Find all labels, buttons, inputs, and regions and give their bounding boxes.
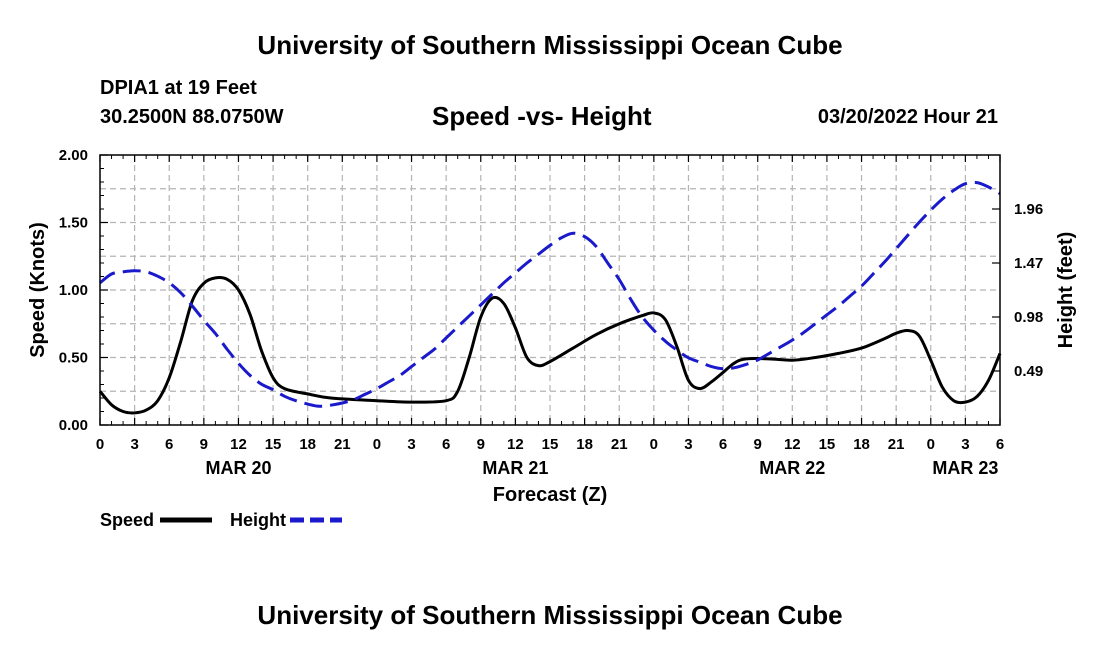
legend-speed-label: Speed — [100, 510, 154, 530]
x-tick-label: 12 — [784, 436, 801, 453]
x-tick-label: 3 — [961, 436, 969, 453]
series-lines — [98, 180, 1002, 415]
axis-ticks — [99, 154, 1001, 426]
chart-subtitle: Speed -vs- Height — [432, 101, 652, 131]
x-tick-label: 15 — [265, 436, 282, 453]
y-left-tick-label: 0.00 — [59, 417, 88, 434]
y-left-tick-label: 1.50 — [59, 215, 88, 232]
x-tick-label: 9 — [477, 436, 485, 453]
x-tick-label: 12 — [507, 436, 524, 453]
y-left-tick-label: 2.00 — [59, 147, 88, 164]
x-tick-label: 0 — [927, 436, 935, 453]
y-left-tick-label: 0.50 — [59, 350, 88, 367]
y-right-tick-label: 0.49 — [1014, 363, 1043, 380]
x-tick-label: 9 — [754, 436, 762, 453]
speed-series-line — [98, 275, 1002, 415]
x-date-label: MAR 22 — [759, 458, 825, 478]
x-date-label: MAR 20 — [205, 458, 271, 478]
y-right-tick-label: 1.96 — [1014, 201, 1043, 218]
x-tick-label: 3 — [684, 436, 692, 453]
station-label: DPIA1 at 19 Feet — [100, 77, 257, 99]
y-right-tick-label: 0.98 — [1014, 309, 1043, 326]
x-tick-label: 0 — [96, 436, 104, 453]
x-tick-label: 3 — [407, 436, 415, 453]
x-axis-title: Forecast (Z) — [493, 484, 607, 506]
x-tick-label: 18 — [299, 436, 316, 453]
x-tick-label: 6 — [165, 436, 173, 453]
x-tick-label: 6 — [996, 436, 1004, 453]
x-date-label: MAR 23 — [932, 458, 998, 478]
legend: Speed Height — [100, 510, 342, 530]
x-tick-label: 6 — [719, 436, 727, 453]
y-right-tick-label: 1.47 — [1014, 255, 1043, 272]
page-title: University of Southern Mississippi Ocean… — [257, 30, 843, 60]
x-tick-label: 15 — [819, 436, 836, 453]
axis-labels: 0 3 6 9 12 15 18 21 0 3 6 9 12 15 18 21 0 3 6 9 12 15 18 21 0 3 6 0… — [27, 147, 1077, 506]
x-tick-label: 12 — [230, 436, 247, 453]
footer-title: University of Southern Mississippi Ocean… — [257, 600, 843, 630]
x-tick-label: 21 — [611, 436, 628, 453]
x-date-label: MAR 21 — [482, 458, 548, 478]
x-tick-label: 3 — [130, 436, 138, 453]
forecast-datetime: 03/20/2022 Hour 21 — [817, 106, 998, 128]
y-right-axis-title: Height (feet) — [1055, 232, 1077, 349]
x-tick-label: 21 — [888, 436, 905, 453]
x-tick-label: 0 — [373, 436, 381, 453]
x-tick-label: 0 — [650, 436, 658, 453]
x-tick-label: 6 — [442, 436, 450, 453]
x-tick-label: 15 — [542, 436, 559, 453]
x-tick-label: 18 — [576, 436, 593, 453]
x-tick-label: 21 — [334, 436, 351, 453]
y-left-tick-label: 1.00 — [59, 282, 88, 299]
height-series-line — [99, 180, 1001, 408]
y-left-axis-title: Speed (Knots) — [27, 222, 49, 358]
x-tick-label: 18 — [853, 436, 870, 453]
x-tick-label: 9 — [200, 436, 208, 453]
grid-lines — [100, 155, 1000, 425]
legend-height-label: Height — [230, 510, 286, 530]
station-coordinates: 30.2500N 88.0750W — [100, 106, 284, 128]
